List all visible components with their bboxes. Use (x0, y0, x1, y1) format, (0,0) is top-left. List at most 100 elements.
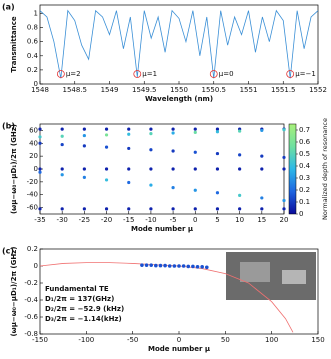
data-point (149, 127, 153, 131)
y-tick-label: 0 (34, 80, 38, 88)
x-tick-label: 5 (215, 216, 219, 224)
x-tick-label: -100 (78, 336, 94, 344)
y-tick-label: 0 (34, 262, 38, 270)
colorbar-tick-label: 0.3 (299, 174, 310, 182)
data-point (149, 167, 153, 171)
annotation-circle (56, 70, 65, 78)
data-point (181, 264, 186, 268)
data-point (104, 207, 109, 211)
data-point (238, 129, 242, 133)
x-tick-label: -20 (101, 216, 112, 224)
x-tick-label: 1548 (31, 86, 49, 94)
x-tick-label: 1550 (170, 86, 188, 94)
data-point (60, 142, 64, 147)
data-point (193, 167, 197, 171)
x-tick-label: -35 (34, 216, 45, 224)
note: Fundamental TE (45, 285, 109, 293)
data-point (171, 149, 175, 153)
data-point (193, 188, 197, 192)
data-point (260, 207, 264, 211)
data-point (215, 130, 220, 134)
x-tick-label: 150 (311, 336, 324, 344)
data-point (260, 128, 264, 133)
data-point (154, 263, 158, 268)
colorbar-tick-label: 0.1 (299, 198, 310, 206)
x-axis-label: Wavelength (nm) (145, 95, 213, 103)
x-tick-label: -15 (123, 216, 134, 224)
data-line (39, 9, 319, 79)
x-tick-label: 1551.5 (271, 86, 296, 94)
y-tick-label: 0 (34, 165, 38, 173)
data-point (193, 130, 197, 134)
data-point (238, 207, 242, 211)
data-point (104, 145, 109, 149)
y-axis-label: (ωμ−ω₀−μD₁)/2π (GHz) (10, 246, 18, 336)
y-tick-label: -0.2 (24, 279, 38, 287)
x-tick-label: 1550.5 (202, 86, 227, 94)
x-tick-label: 1549 (101, 86, 119, 94)
data-point (167, 264, 172, 268)
data-point (149, 207, 153, 211)
data-point (158, 263, 163, 268)
data-point (38, 207, 42, 211)
data-point (215, 127, 220, 131)
data-point (171, 131, 175, 135)
data-point (238, 167, 242, 171)
y-tick-label: 40 (29, 139, 38, 147)
panel-label: (a) (2, 3, 15, 12)
data-point (127, 167, 131, 171)
data-point (60, 207, 64, 211)
data-point (191, 264, 195, 269)
annotation-circle (209, 70, 218, 78)
x-axis-label: Mode number μ (131, 225, 193, 233)
data-point (171, 167, 175, 171)
x-tick-label: 1551 (240, 86, 258, 94)
data-point (38, 141, 42, 145)
data-point (82, 167, 86, 171)
data-point (260, 196, 264, 200)
y-tick-label: -0.6 (24, 313, 38, 321)
data-point (127, 127, 131, 131)
data-point (177, 264, 181, 268)
data-point (215, 151, 220, 156)
y-tick-label: 20 (29, 152, 38, 160)
panel-label: (c) (2, 247, 14, 256)
data-point (171, 127, 175, 131)
y-tick-label: 0.4 (27, 52, 39, 60)
note: D₃/2π = −1.14(kHz) (45, 315, 122, 323)
colorbar-tick-label: 0.4 (299, 162, 311, 170)
annotation-circle (133, 70, 142, 78)
data-point (82, 207, 86, 211)
data-point (149, 183, 153, 187)
x-tick-label: 20 (280, 216, 289, 224)
data-point (171, 186, 175, 190)
data-point (215, 207, 220, 211)
data-point (149, 148, 153, 152)
y-tick-label: 0.6 (27, 38, 39, 46)
x-axis-label: Mode number μ (148, 345, 210, 353)
data-point (282, 207, 286, 211)
data-point (200, 265, 204, 269)
data-point (215, 167, 220, 171)
x-tick-label: 50 (221, 336, 230, 344)
data-point (163, 263, 167, 268)
data-point (82, 175, 86, 179)
annotation: μ=1 (142, 70, 157, 78)
data-point (238, 153, 242, 157)
data-point (82, 133, 86, 138)
data-point (104, 167, 109, 171)
y-tick-label: -60 (27, 204, 38, 212)
note: D₁/2π = 137(GHz) (45, 295, 114, 303)
data-point (193, 150, 197, 154)
colorbar-tick-label: 0.6 (299, 138, 311, 146)
data-point (82, 144, 86, 148)
panel-label: (b) (2, 122, 15, 131)
data-point (193, 207, 197, 211)
y-tick-label: -0.4 (24, 296, 38, 304)
data-point (205, 265, 209, 270)
x-tick-label: 0 (193, 216, 197, 224)
data-point (60, 173, 64, 177)
x-tick-label: -150 (32, 336, 48, 344)
